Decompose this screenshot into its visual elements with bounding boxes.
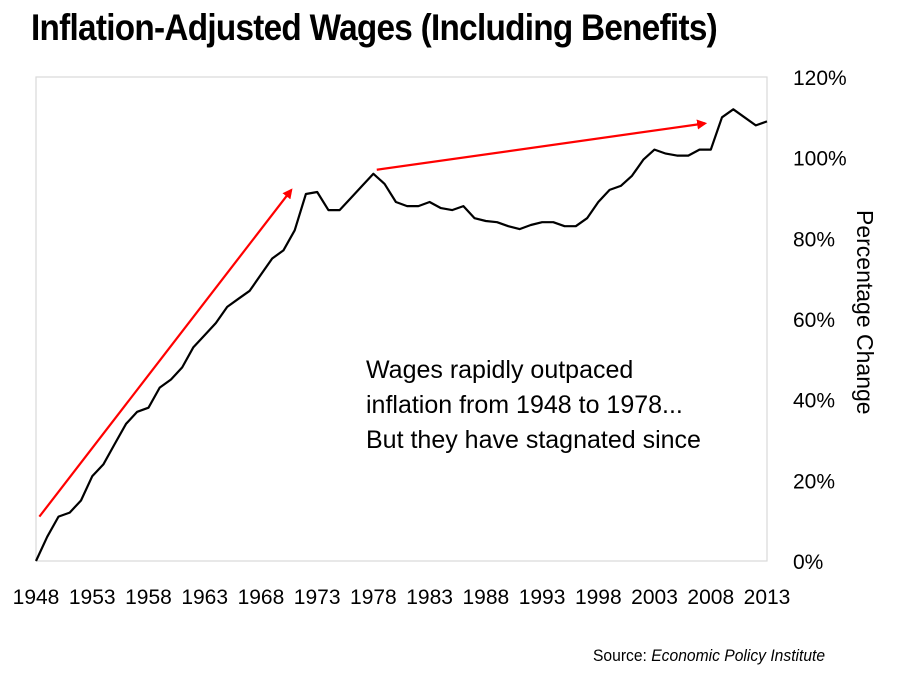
y-axis-ticks: 0% 20% 40% 60% 80% 100% 120% — [793, 67, 847, 574]
x-tick-label: 1988 — [462, 586, 509, 609]
source-prefix: Source: — [593, 646, 652, 665]
source-note: Source: Economic Policy Institute — [593, 646, 825, 666]
x-tick-label: 1983 — [406, 586, 453, 609]
x-tick-label: 2008 — [687, 586, 734, 609]
y-tick-label: 80% — [793, 228, 835, 251]
x-tick-label: 1958 — [125, 586, 172, 609]
x-tick-label: 1948 — [13, 586, 60, 609]
y-axis-title: Percentage Change — [852, 210, 878, 415]
x-axis-ticks: 1948 1953 1958 1963 1968 1973 1978 1983 1988 1993… — [13, 586, 791, 609]
annotation-line-3: But they have stagnated since — [366, 426, 701, 454]
chart-title: Inflation-Adjusted Wages (Including Bene… — [31, 7, 718, 48]
x-tick-label: 1968 — [238, 586, 285, 609]
y-tick-label: 20% — [793, 470, 835, 493]
x-tick-label: 1978 — [350, 586, 397, 609]
plot-area-border — [35, 76, 768, 562]
x-tick-label: 2013 — [744, 586, 791, 609]
x-tick-label: 1963 — [181, 586, 228, 609]
series-points — [35, 108, 768, 562]
annotation-arrows — [38, 119, 708, 518]
x-tick-label: 1953 — [69, 586, 116, 609]
stagnation-arrow — [376, 119, 708, 171]
x-tick-label: 1993 — [519, 586, 566, 609]
y-tick-label: 100% — [793, 148, 847, 171]
x-tick-label: 1998 — [575, 586, 622, 609]
source-name: Economic Policy Institute — [651, 646, 826, 665]
y-tick-label: 0% — [793, 551, 823, 574]
y-tick-label: 40% — [793, 390, 835, 413]
annotation-line-2: inflation from 1948 to 1978... — [366, 391, 683, 419]
annotation-line-1: Wages rapidly outpaced — [366, 356, 633, 384]
y-tick-label: 120% — [793, 67, 847, 90]
x-tick-label: 1973 — [294, 586, 341, 609]
growth-arrow — [38, 188, 293, 518]
series-line-wages — [35, 108, 768, 562]
y-tick-label: 60% — [793, 309, 835, 332]
x-tick-label: 2003 — [631, 586, 678, 609]
